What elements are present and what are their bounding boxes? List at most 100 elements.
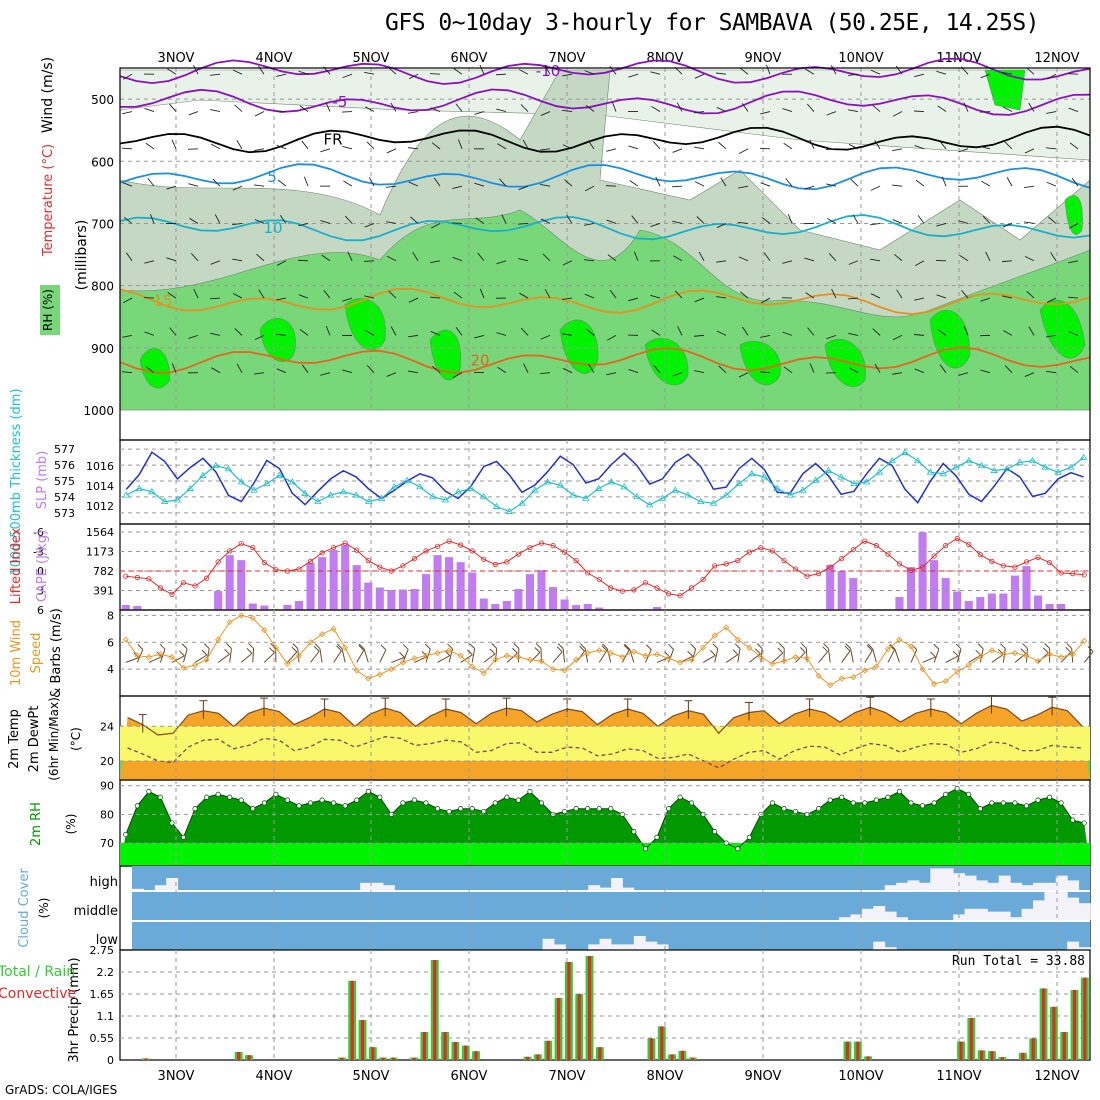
wind-barb — [805, 292, 815, 299]
wind-barb — [783, 366, 793, 374]
rh2m-marker — [596, 806, 602, 812]
wind-barb-feather — [712, 643, 719, 650]
cloud-gap-bar — [1078, 947, 1091, 950]
wind-speed-marker — [526, 656, 534, 663]
wind-speed-marker — [561, 667, 568, 674]
wind-barb — [1046, 147, 1057, 150]
wind-barb — [254, 184, 265, 187]
thickness-marker — [122, 491, 131, 498]
wind-barb — [562, 333, 573, 336]
wind-speed-marker — [307, 639, 314, 646]
rh-contour-fill — [429, 329, 462, 381]
wind-barb — [772, 652, 784, 663]
wind-barb — [379, 649, 387, 663]
cape-bar — [387, 590, 396, 610]
wind-barb — [183, 648, 188, 663]
rh2m-marker — [1081, 820, 1087, 826]
rh2m-marker — [354, 797, 360, 803]
wind-barb — [298, 70, 309, 75]
cape-bar — [121, 605, 130, 610]
wind-barb — [694, 146, 705, 150]
wind-barb-feather — [732, 649, 739, 655]
wind-barb — [391, 656, 405, 663]
wind-speed-marker — [827, 682, 834, 689]
wind-barb — [1046, 73, 1057, 80]
wind-speed-marker — [353, 667, 360, 674]
wind-barb — [914, 297, 925, 301]
lifted-index-marker — [596, 576, 602, 583]
wind-barb-feather — [181, 643, 188, 650]
wind-barb — [460, 654, 473, 663]
wind-barb — [471, 648, 476, 663]
wind-barb — [166, 257, 177, 262]
wind-barb — [143, 297, 155, 299]
wind-speed-marker — [330, 625, 337, 632]
wind-barb — [562, 648, 566, 663]
thickness-marker — [263, 479, 271, 487]
wind-barb-feather — [778, 643, 785, 649]
wind-barb — [390, 102, 397, 112]
axis-label-cloud: Cloud Cover — [17, 868, 32, 948]
wind-barb — [628, 73, 639, 78]
wind-barb — [254, 372, 265, 375]
lifted-index-marker — [712, 563, 718, 569]
rh2m-marker — [573, 806, 579, 812]
thickness-marker — [224, 465, 233, 472]
lifted-index-line — [125, 537, 1085, 597]
cape-bar — [133, 606, 142, 610]
thickness-tick-label: 574 — [54, 491, 75, 504]
axis-label-rh2m: 2m RH — [29, 802, 44, 846]
lifted-index-marker — [735, 557, 741, 564]
cape-bar — [930, 560, 939, 610]
wind-barb — [144, 260, 155, 264]
wind-barb — [187, 148, 199, 150]
wind-speed-marker — [896, 636, 903, 643]
lifted-index-marker — [746, 549, 752, 555]
cape-bar — [502, 601, 511, 610]
wind-barb — [234, 104, 243, 112]
wind-speed-marker — [134, 652, 141, 659]
wind-barb — [830, 65, 837, 75]
cloud-gap-bar — [360, 882, 372, 890]
lifted-index-marker — [966, 541, 972, 547]
wind-barb — [240, 653, 253, 663]
rh2m-marker — [1012, 800, 1018, 806]
thickness-tick-label: 577 — [54, 443, 75, 456]
wind-barb — [210, 332, 221, 336]
rh2m-marker — [1047, 794, 1053, 800]
rh2m-marker — [1023, 803, 1030, 809]
cloud-gap-bar — [953, 873, 966, 890]
wind-barb — [611, 102, 617, 112]
pressure-tick-label: 800 — [91, 280, 114, 294]
wind-barb-feather — [224, 648, 230, 655]
lifted-index-marker — [434, 543, 441, 549]
date-tick-bottom: 6NOV — [451, 1069, 488, 1084]
cloud-gap-bar — [588, 885, 601, 890]
wind-barb — [981, 180, 991, 187]
rh2m-marker — [619, 811, 625, 817]
rh2m-marker — [446, 808, 452, 815]
lifted-index-marker — [400, 563, 406, 569]
precip-convective-bar — [691, 1057, 695, 1060]
wind-barb — [540, 148, 551, 151]
wind-barb — [894, 253, 903, 262]
wind-speed-marker — [850, 674, 857, 681]
precip-convective-bar — [453, 1042, 457, 1060]
wind-barb — [149, 213, 155, 224]
cloud-gap-bar — [599, 887, 612, 890]
wind-barb — [936, 223, 947, 227]
run-total-annotation: Run Total = 33.88 — [952, 954, 1085, 969]
lifted-index-marker — [677, 593, 683, 599]
rh-contour-fill — [344, 298, 386, 351]
pressure-tick-label: 500 — [91, 93, 114, 107]
axis-label-dewpt: 2m DewPt — [27, 706, 42, 773]
wind-barb — [252, 648, 255, 663]
wind-barb — [584, 293, 595, 299]
wind-barb — [167, 292, 177, 299]
wind-barb — [691, 648, 697, 663]
wind-speed-marker — [365, 675, 372, 682]
lifted-index-marker — [411, 556, 418, 562]
cloud-gap-bar — [1067, 941, 1080, 950]
rh-contour-fill — [1064, 195, 1083, 235]
